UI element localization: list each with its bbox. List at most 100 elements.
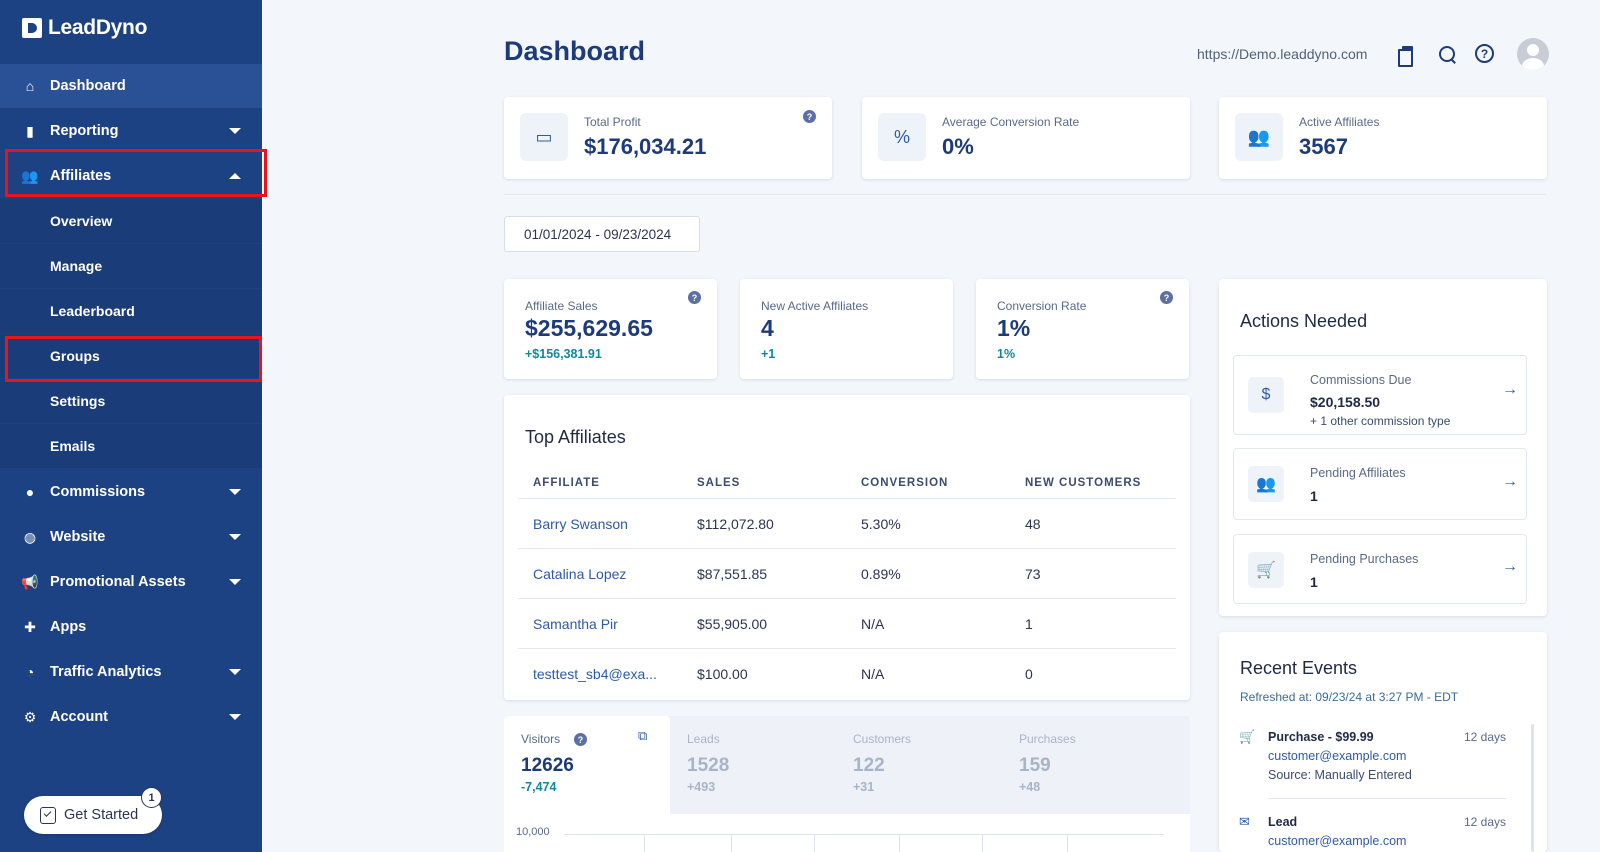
puzzle-icon: ✚ — [24, 618, 36, 635]
column-header[interactable]: AFFILIATE — [533, 477, 600, 489]
table-divider — [518, 648, 1176, 649]
section-title: Actions Needed — [1240, 311, 1368, 331]
mail-icon: ✉ — [1239, 814, 1250, 829]
highlight-box-groups — [5, 336, 262, 382]
action-commissions-due[interactable]: $ Commissions Due $20,158.50 + 1 other c… — [1233, 355, 1527, 435]
sidebar-sub-groups[interactable]: Groups — [0, 334, 262, 378]
logo[interactable]: LeadDyno — [22, 16, 147, 40]
users-icon: 👥 — [1235, 113, 1283, 161]
date-range-picker[interactable]: 01/01/2024 - 09/23/2024 — [504, 216, 700, 252]
scrollbar[interactable] — [1531, 724, 1534, 852]
sidebar-sub-settings[interactable]: Settings — [0, 379, 262, 423]
copy-icon[interactable] — [1396, 44, 1416, 67]
traffic-chart: 10,000 — [504, 814, 1190, 852]
refreshed-timestamp: Refreshed at: 09/23/24 at 3:27 PM - EDT — [1240, 690, 1459, 704]
actions-needed-card: Actions Needed $ Commissions Due $20,158… — [1219, 279, 1547, 616]
dollar-circle-icon: $ — [1248, 377, 1284, 413]
action-pending-affiliates[interactable]: 👥 Pending Affiliates 1 → — [1233, 448, 1527, 520]
sidebar-item-apps[interactable]: ✚ Apps — [0, 605, 262, 649]
section-title: Top Affiliates — [525, 427, 626, 447]
top-affiliates-card: Top Affiliates AFFILIATE SALES CONVERSIO… — [504, 395, 1190, 700]
tab-leads[interactable]: Leads 1528 +493 — [687, 732, 730, 794]
table-divider — [518, 498, 1176, 499]
chevron-down-icon — [229, 534, 241, 540]
y-axis-tick-label: 10,000 — [516, 826, 550, 838]
chevron-down-icon — [229, 579, 241, 585]
tab-purchases[interactable]: Purchases 159 +48 — [1019, 732, 1076, 794]
sidebar-item-affiliates[interactable]: 👥 Affiliates — [0, 154, 262, 198]
kpi-card-active-affiliates: 👥 Active Affiliates 3567 — [1219, 97, 1547, 179]
traffic-tabs-card: Visitors ? ⧉ 12626 -7,474 Leads 1528 +49… — [504, 716, 1190, 852]
page-title: Dashboard — [504, 36, 646, 66]
bar-chart-icon: ▮ — [26, 122, 34, 139]
table-divider — [518, 598, 1176, 599]
users-icon: 👥 — [21, 167, 39, 184]
cart-icon: 🛒 — [1248, 552, 1284, 588]
gear-icon: ⚙ — [23, 708, 37, 725]
chevron-up-icon — [229, 173, 241, 179]
tab-visitors[interactable]: Visitors ? ⧉ 12626 -7,474 — [504, 716, 670, 814]
avatar[interactable] — [1517, 38, 1549, 70]
cart-icon: 🛒 — [1239, 729, 1256, 744]
chart-gridline — [731, 834, 732, 852]
help-icon[interactable]: ? — [1475, 44, 1494, 63]
section-title: Recent Events — [1240, 658, 1358, 678]
chart-gridline — [644, 834, 645, 852]
percent-badge-icon: % — [878, 113, 926, 161]
help-icon[interactable]: ? — [1160, 291, 1173, 304]
column-header[interactable]: CONVERSION — [861, 477, 949, 489]
affiliate-link[interactable]: Catalina Lopez — [533, 566, 627, 582]
chevron-down-icon — [229, 714, 241, 720]
site-url[interactable]: https://Demo.leaddyno.com — [1197, 46, 1368, 62]
get-started-button[interactable]: Get Started — [24, 796, 162, 834]
search-icon[interactable] — [1437, 44, 1457, 64]
chart-gridline — [982, 834, 983, 852]
arrow-right-icon: → — [1502, 381, 1518, 398]
arrow-right-icon: → — [1502, 558, 1518, 575]
sidebar-item-website[interactable]: ◍ Website — [0, 515, 262, 559]
home-icon: ⌂ — [25, 78, 35, 94]
megaphone-icon: 📢 — [21, 573, 39, 590]
notification-badge: 1 — [141, 787, 162, 808]
wallet-icon: ▭ — [520, 113, 568, 161]
kpi-card-avg-conversion: % Average Conversion Rate 0% — [862, 97, 1190, 179]
dollar-icon: ● — [25, 484, 35, 500]
external-link-icon[interactable]: ⧉ — [638, 728, 648, 743]
sidebar-item-reporting[interactable]: ▮ Reporting — [0, 109, 262, 153]
arrow-right-icon: → — [1502, 473, 1518, 490]
sidebar-item-dashboard[interactable]: ⌂ Dashboard — [0, 64, 262, 108]
sidebar-sub-manage[interactable]: Manage — [0, 244, 262, 288]
column-header[interactable]: NEW CUSTOMERS — [1025, 477, 1142, 489]
help-icon[interactable]: ? — [803, 110, 816, 123]
tab-customers[interactable]: Customers 122 +31 — [853, 732, 912, 794]
pie-chart-icon: ◔ — [25, 664, 35, 680]
users-icon: 👥 — [1248, 466, 1284, 502]
sidebar-item-commissions[interactable]: ● Commissions — [0, 470, 262, 514]
chart-gridline — [899, 834, 900, 852]
table-divider — [518, 548, 1176, 549]
recent-events-card: Recent Events Refreshed at: 09/23/24 at … — [1219, 632, 1547, 852]
logo-icon — [22, 18, 42, 38]
help-icon[interactable]: ? — [574, 733, 587, 746]
sidebar-sub-emails[interactable]: Emails — [0, 424, 262, 468]
affiliate-link[interactable]: testtest_sb4@exa... — [533, 666, 657, 682]
affiliate-link[interactable]: Barry Swanson — [533, 516, 628, 532]
chart-gridline — [814, 834, 815, 852]
sidebar-sub-leaderboard[interactable]: Leaderboard — [0, 289, 262, 333]
globe-icon: ◍ — [23, 528, 37, 545]
sidebar-item-promotional-assets[interactable]: 📢 Promotional Assets — [0, 560, 262, 604]
sidebar-item-traffic-analytics[interactable]: ◔ Traffic Analytics — [0, 650, 262, 694]
stat-card-affiliate-sales: Affiliate Sales $255,629.65 +$156,381.91… — [504, 279, 717, 379]
checklist-icon — [40, 806, 56, 824]
sidebar-item-account[interactable]: ⚙ Account — [0, 695, 262, 739]
chevron-down-icon — [229, 669, 241, 675]
column-header[interactable]: SALES — [697, 477, 741, 489]
help-icon[interactable]: ? — [688, 291, 701, 304]
action-pending-purchases[interactable]: 🛒 Pending Purchases 1 → — [1233, 534, 1527, 604]
stat-card-conversion-rate: Conversion Rate 1% 1% ? — [976, 279, 1189, 379]
affiliate-link[interactable]: Samantha Pir — [533, 616, 618, 632]
sidebar-sub-overview[interactable]: Overview — [0, 199, 262, 243]
divider — [1268, 798, 1506, 799]
logo-text: LeadDyno — [48, 16, 148, 39]
sidebar: LeadDyno ⌂ Dashboard ▮ Reporting 👥 Affil… — [0, 0, 267, 852]
